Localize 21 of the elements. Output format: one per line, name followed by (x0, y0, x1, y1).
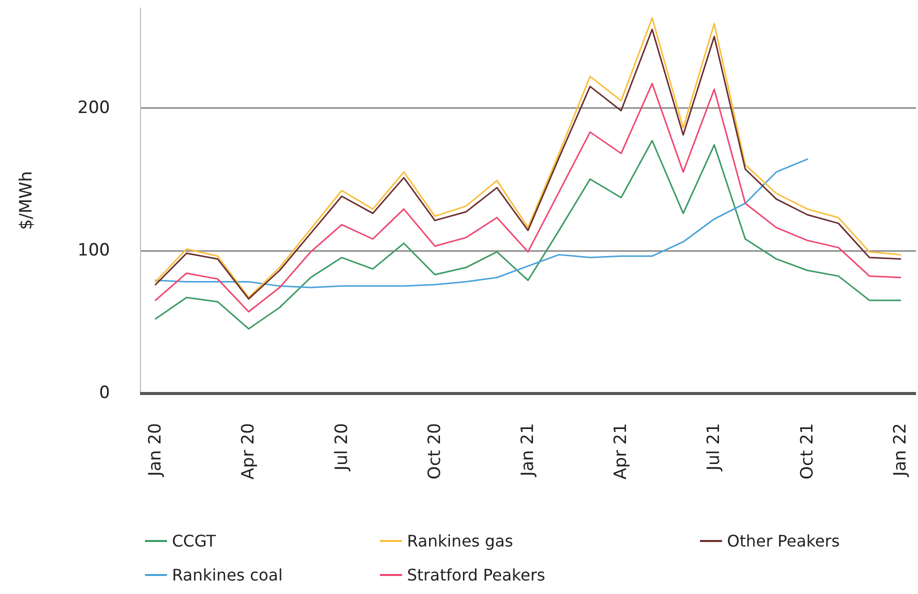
y-tick-label: 0 (99, 383, 110, 403)
legend-label: Rankines coal (172, 566, 283, 584)
legend-label: Other Peakers (727, 532, 840, 550)
x-tick-label: Jan 20 (146, 423, 166, 478)
x-tick-label: Jul 21 (704, 423, 724, 472)
x-tick-label: Jan 21 (518, 423, 538, 478)
y-axis-title: $/MWh (16, 171, 36, 230)
line-series (154, 140, 902, 330)
legend-label: Rankines gas (407, 532, 514, 550)
x-tick-label: Jul 20 (332, 423, 352, 472)
y-tick-label: 100 (78, 240, 110, 260)
line-series (154, 82, 902, 312)
x-tick-label: Oct 20 (424, 423, 445, 480)
y-tick-label: 200 (78, 98, 110, 118)
x-tick-label: Apr 21 (611, 423, 632, 480)
x-tick-label: Apr 20 (238, 423, 259, 480)
legend-label: CCGT (172, 532, 216, 550)
line-series (154, 158, 808, 288)
x-tick-label: Jan 22 (890, 423, 910, 478)
legend-label: Stratford Peakers (407, 566, 546, 584)
x-tick-label: Oct 21 (797, 423, 818, 480)
